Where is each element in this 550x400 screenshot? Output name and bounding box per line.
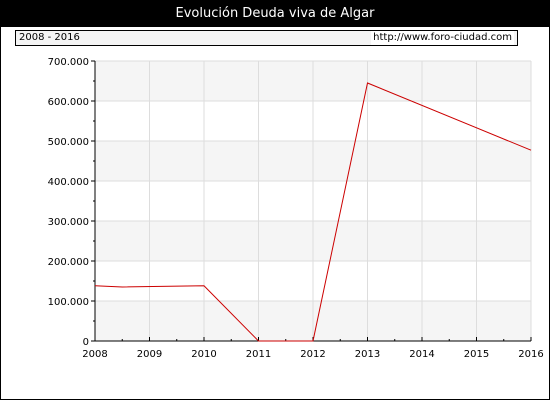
- period-label: 2008 - 2016: [19, 32, 80, 43]
- source-link[interactable]: http://www.foro-ciudad.com: [371, 31, 514, 45]
- y-tick-label: 400.000: [48, 177, 89, 188]
- y-tick-label: 200.000: [48, 257, 89, 268]
- series-line: [94, 82, 532, 342]
- y-tick-label: 700.000: [48, 57, 89, 68]
- tick-marks: [91, 60, 532, 342]
- y-tick-label: 600.000: [48, 97, 89, 108]
- y-tick-label: 500.000: [48, 137, 89, 148]
- x-tick-label: 2011: [246, 349, 271, 360]
- x-tick-label: 2012: [300, 349, 325, 360]
- data-series: [94, 82, 532, 342]
- x-tick-label: 2015: [464, 349, 489, 360]
- y-tick-label: 100.000: [48, 297, 89, 308]
- info-bar: 2008 - 2016 http://www.foro-ciudad.com: [15, 30, 518, 46]
- y-tick-label: 300.000: [48, 217, 89, 228]
- y-tick-label: 0: [83, 337, 89, 348]
- x-tick-label: 2010: [191, 349, 216, 360]
- x-tick-label: 2008: [82, 349, 107, 360]
- chart-title: Evolución Deuda viva de Algar: [1, 1, 549, 27]
- x-tick-label: 2014: [409, 349, 434, 360]
- tick-labels: 0 100.000 200.000 300.000 400.000 500.000 600.…: [48, 57, 544, 360]
- grid-lines: [95, 60, 532, 341]
- x-tick-label: 2016: [518, 349, 543, 360]
- x-tick-label: 2013: [355, 349, 380, 360]
- x-tick-label: 2009: [137, 349, 162, 360]
